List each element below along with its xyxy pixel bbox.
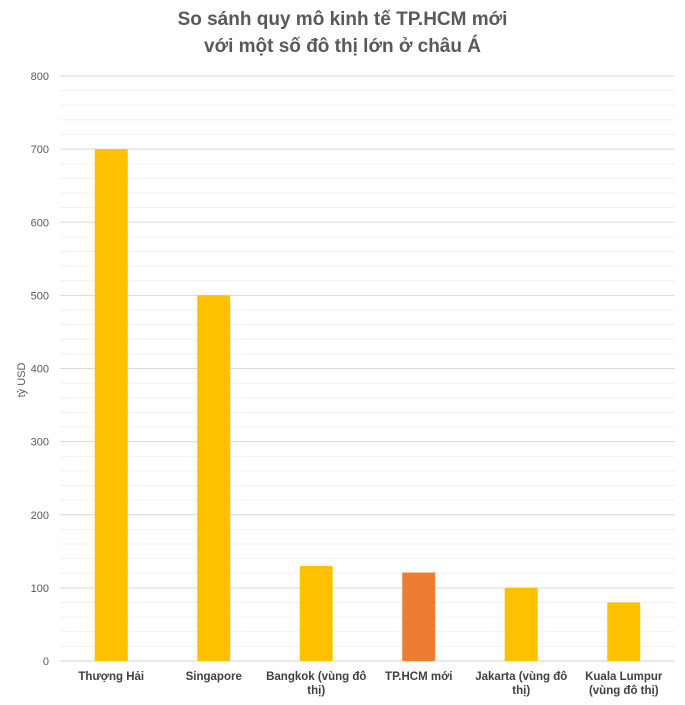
x-tick-label: Jakarta (vùng đô [475,671,567,683]
chart-title-line-1: So sánh quy mô kinh tế TP.HCM mới [177,9,508,30]
x-tick-label: Singapore [186,671,242,683]
y-tick-label: 100 [31,583,49,595]
bar [504,587,538,661]
y-tick-label: 200 [31,510,49,522]
chart-title-line-2: với một số đô thị lớn ở châu Á [204,36,481,57]
y-tick-label: 300 [31,437,49,449]
bar [402,572,436,661]
bar [299,565,333,661]
bar [197,295,231,661]
y-tick-label: 800 [31,71,49,83]
x-tick-label: Bangkok (vùng đô [266,671,366,683]
bar [94,149,128,661]
y-tick-label: 700 [31,144,49,156]
x-tick-label: (vùng đô thị) [589,685,659,697]
x-tick-label: thị) [512,685,530,697]
y-tick-label: 500 [31,290,49,302]
y-tick-label: 0 [43,656,49,668]
x-tick-label: TP.HCM mới [385,671,452,683]
x-tick-label: Thượng Hải [78,671,144,683]
x-tick-label: Kuala Lumpur [585,671,663,683]
bar [607,602,641,661]
x-tick-label: thị) [307,685,325,697]
y-axis-label: tỷ USD [16,363,28,398]
y-tick-label: 400 [31,364,49,376]
y-tick-label: 600 [31,217,49,229]
